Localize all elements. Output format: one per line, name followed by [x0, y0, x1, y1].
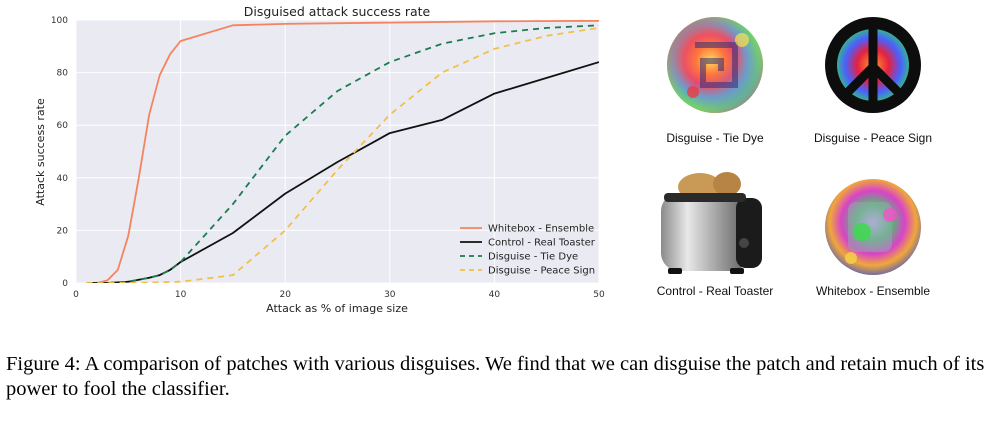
patch-caption-whitebox-ensemble: Whitebox - Ensemble [815, 284, 931, 298]
chart-title: Disguised attack success rate [244, 4, 431, 19]
legend: Whitebox - Ensemble Control - Real Toaste… [460, 224, 596, 277]
legend-label: Disguise - Peace Sign [488, 266, 595, 277]
legend-label: Disguise - Tie Dye [488, 252, 578, 263]
plot-area [76, 20, 599, 283]
y-tick-label: 80 [57, 69, 69, 79]
x-tick-label: 0 [73, 290, 79, 300]
legend-label: Whitebox - Ensemble [488, 224, 594, 235]
chart: 0 10 20 30 40 50 0 20 40 60 80 100 Disguised attack… [34, 4, 921, 315]
x-axis-label: Attack as % of image size [266, 302, 408, 315]
y-tick-label: 100 [51, 16, 68, 26]
ensemble-patch-icon [825, 179, 921, 275]
x-tick-label: 50 [593, 290, 605, 300]
tie-dye-patch-icon [667, 17, 763, 113]
x-tick-label: 10 [175, 290, 187, 300]
x-tick-label: 40 [489, 290, 501, 300]
patch-caption-real-toaster: Control - Real Toaster [656, 284, 774, 298]
legend-label: Control - Real Toaster [488, 238, 596, 249]
patch-caption-tie-dye: Disguise - Tie Dye [666, 131, 764, 145]
series-group [86, 20, 599, 283]
figure-caption: Figure 4: A comparison of patches with v… [6, 353, 985, 400]
y-tick-label: 20 [57, 226, 69, 236]
x-tick-label: 20 [279, 290, 291, 300]
grid [75, 19, 600, 284]
axis-ticks: 0 10 20 30 40 50 0 20 40 60 80 100 [51, 16, 605, 300]
toaster-icon [661, 172, 762, 274]
y-tick-label: 40 [57, 174, 69, 184]
series-line-0 [86, 20, 599, 283]
y-axis-label: Attack success rate [34, 98, 47, 206]
series-line-2 [86, 24, 599, 283]
peace-sign-patch-icon [825, 17, 921, 113]
y-tick-label: 60 [57, 121, 69, 131]
patch-caption-peace-sign: Disguise - Peace Sign [813, 131, 933, 145]
y-tick-label: 0 [62, 279, 68, 289]
x-tick-label: 30 [384, 290, 396, 300]
